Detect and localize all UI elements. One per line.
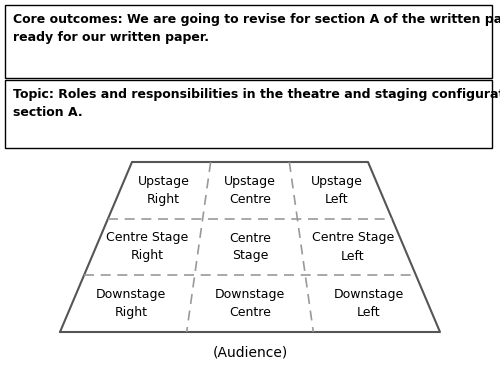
Text: Upstage
Right: Upstage Right [138,175,190,206]
Bar [5,5,492,78]
Text: Topic: Roles and responsibilities in the theatre and staging configurations
sect: Topic: Roles and responsibilities in the… [13,88,500,119]
Bar [5,80,492,148]
Text: Core outcomes: We are going to revise for section A of the written paper
ready f: Core outcomes: We are going to revise fo… [13,13,500,44]
Text: Centre Stage
Left: Centre Stage Left [312,231,394,262]
Text: Upstage
Centre: Upstage Centre [224,175,276,206]
Text: Centre Stage
Right: Centre Stage Right [106,231,188,262]
Text: (Audience): (Audience) [212,346,288,360]
Text: Upstage
Left: Upstage Left [310,175,362,206]
Text: Centre
Stage: Centre Stage [229,231,271,262]
Text: Downstage
Centre: Downstage Centre [215,288,285,319]
Text: Downstage
Left: Downstage Left [334,288,404,319]
Text: Downstage
Right: Downstage Right [96,288,166,319]
